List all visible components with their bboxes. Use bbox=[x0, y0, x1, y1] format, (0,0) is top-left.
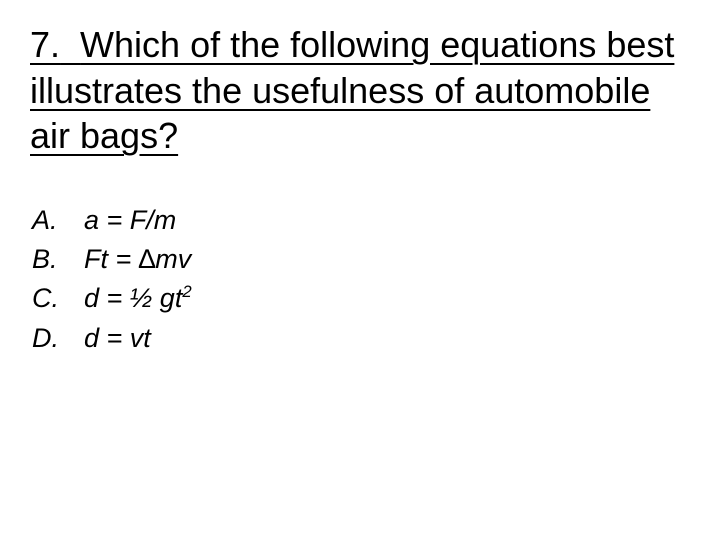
option-prefix: Ft = bbox=[84, 244, 139, 274]
question-body: Which of the following equations best il… bbox=[30, 24, 674, 156]
option-a: A. a = F/m bbox=[32, 201, 690, 240]
option-letter: C. bbox=[32, 279, 84, 318]
option-text: Ft = ∆mv bbox=[84, 240, 191, 279]
option-text: d = ½ gt2 bbox=[84, 279, 192, 318]
superscript: 2 bbox=[182, 282, 191, 301]
option-letter: B. bbox=[32, 240, 84, 279]
option-suffix: mv bbox=[155, 244, 191, 274]
option-d: D. d = vt bbox=[32, 319, 690, 358]
option-c: C. d = ½ gt2 bbox=[32, 279, 690, 318]
slide: 7. Which of the following equations best… bbox=[0, 0, 720, 540]
question-text: 7. Which of the following equations best… bbox=[30, 22, 690, 159]
question-number: 7. bbox=[30, 24, 60, 65]
options-list: A. a = F/m B. Ft = ∆mv C. d = ½ gt2 D. d… bbox=[32, 201, 690, 358]
option-text: d = vt bbox=[84, 319, 151, 358]
option-letter: A. bbox=[32, 201, 84, 240]
delta-symbol: ∆ bbox=[139, 244, 156, 274]
option-letter: D. bbox=[32, 319, 84, 358]
option-prefix: d = ½ gt bbox=[84, 283, 182, 313]
option-text: a = F/m bbox=[84, 201, 176, 240]
option-b: B. Ft = ∆mv bbox=[32, 240, 690, 279]
